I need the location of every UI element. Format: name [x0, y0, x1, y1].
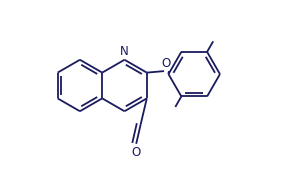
- Text: N: N: [120, 45, 129, 58]
- Text: O: O: [131, 146, 141, 159]
- Text: O: O: [162, 57, 171, 70]
